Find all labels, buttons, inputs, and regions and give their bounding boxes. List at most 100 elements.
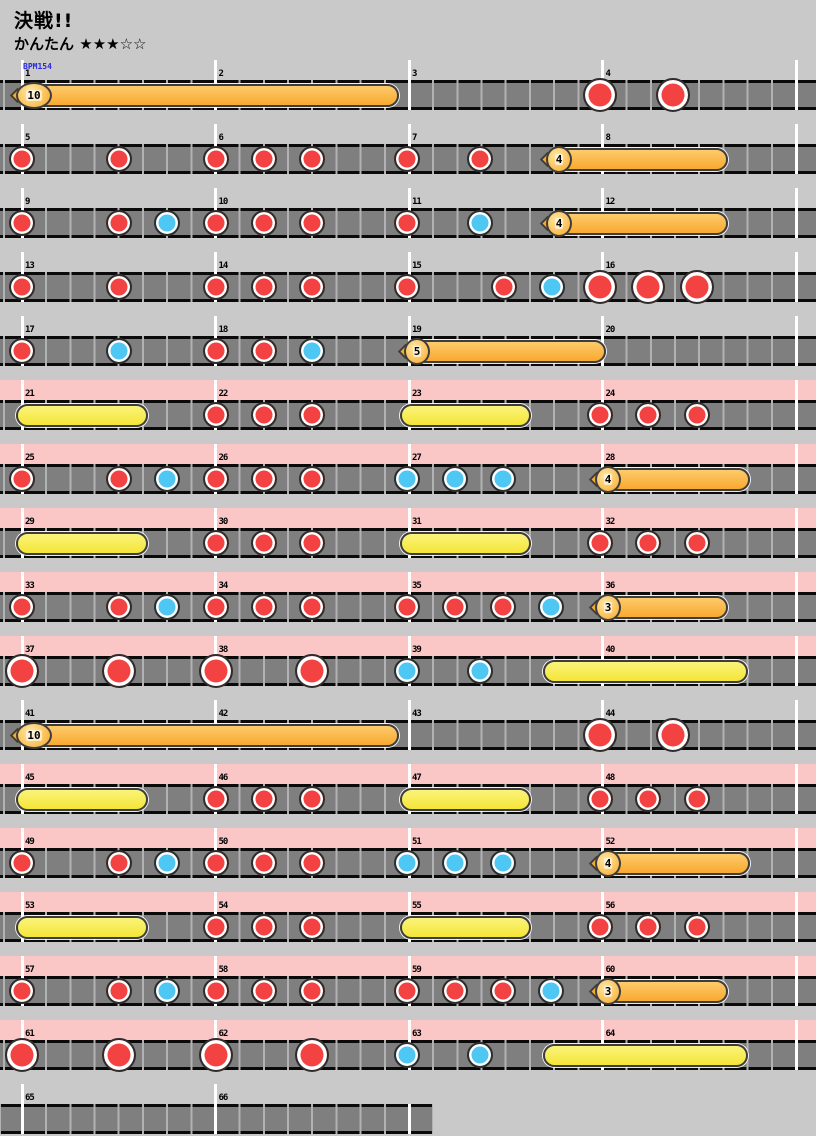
measure-number: 61 <box>25 1029 35 1039</box>
don-note <box>251 146 277 172</box>
don-note <box>251 914 277 940</box>
measure-number: 43 <box>412 709 422 719</box>
measure-number: 29 <box>25 517 35 527</box>
don-note <box>251 338 277 364</box>
measure-number: 37 <box>25 645 35 655</box>
balloon-count: 4 <box>554 216 564 230</box>
measure-line <box>407 60 411 110</box>
measure-number: 23 <box>412 389 422 399</box>
don-note <box>394 210 420 236</box>
drumroll-note <box>400 531 531 555</box>
don-note <box>203 274 229 300</box>
measure-number: 9 <box>25 197 31 207</box>
measure-number: 15 <box>412 261 422 271</box>
ka-note <box>538 594 564 620</box>
don-note <box>106 146 132 172</box>
don-note <box>9 210 35 236</box>
measure-number: 38 <box>218 645 229 655</box>
don-note <box>9 146 35 172</box>
measure-line <box>20 1084 24 1134</box>
ka-note <box>106 338 132 364</box>
row-end-line <box>794 124 798 174</box>
measure-number: 12 <box>605 197 616 207</box>
big-don-note <box>5 654 39 688</box>
don-note <box>299 978 325 1004</box>
row-end-line <box>794 892 798 942</box>
don-note <box>299 530 325 556</box>
don-note <box>203 850 229 876</box>
don-note <box>299 786 325 812</box>
big-don-note <box>656 718 690 752</box>
don-note <box>106 594 132 620</box>
measure-number: 59 <box>412 965 422 975</box>
measure-number: 22 <box>218 389 229 399</box>
big-don-note <box>583 270 617 304</box>
ka-note <box>467 210 493 236</box>
balloon-count: 10 <box>26 728 42 742</box>
measure-number: 46 <box>218 773 229 783</box>
measure-number: 65 <box>25 1093 35 1103</box>
measure-number: 57 <box>25 965 35 975</box>
measure-number: 48 <box>605 773 616 783</box>
ka-note <box>467 1042 493 1068</box>
measure-number: 39 <box>412 645 422 655</box>
bar-line <box>407 1104 411 1134</box>
row-end-line <box>794 572 798 622</box>
measure-number: 47 <box>412 773 422 783</box>
row-end-line <box>794 764 798 814</box>
balloon-count: 3 <box>603 984 613 998</box>
don-note <box>490 594 516 620</box>
balloon-count: 5 <box>412 344 422 358</box>
measure-number: 30 <box>218 517 229 527</box>
don-note <box>394 146 420 172</box>
measure-number: 50 <box>218 837 229 847</box>
big-don-note <box>5 1038 39 1072</box>
don-note <box>251 210 277 236</box>
measure-number: 32 <box>605 517 616 527</box>
row-end-line <box>794 636 798 686</box>
ka-note <box>154 210 180 236</box>
measure-number: 62 <box>218 1029 229 1039</box>
row-end-line <box>794 508 798 558</box>
row-end-line <box>794 828 798 878</box>
don-note <box>684 530 710 556</box>
measure-number: 21 <box>25 389 35 399</box>
measure-number: 19 <box>412 325 422 335</box>
don-note <box>394 274 420 300</box>
balloon-note: 10 <box>16 721 52 749</box>
measure-number: 8 <box>605 133 612 143</box>
ka-note <box>538 978 564 1004</box>
measure-number: 44 <box>605 709 616 719</box>
big-don-note <box>583 718 617 752</box>
measure-line <box>601 316 604 366</box>
row-end-line <box>794 252 798 302</box>
don-note <box>299 850 325 876</box>
don-note <box>299 402 325 428</box>
don-note <box>203 402 229 428</box>
don-note <box>9 338 35 364</box>
big-don-note <box>102 1038 136 1072</box>
don-note <box>203 914 229 940</box>
row-end-line <box>794 188 798 238</box>
measure-number: 6 <box>218 133 225 143</box>
don-note <box>635 530 661 556</box>
big-don-note <box>631 270 665 304</box>
don-note <box>106 274 132 300</box>
measure-number: 56 <box>605 901 616 911</box>
ka-note <box>490 850 516 876</box>
don-note <box>299 146 325 172</box>
measure-number: 5 <box>25 133 31 143</box>
don-note <box>299 466 325 492</box>
don-note <box>299 594 325 620</box>
measure-number: 63 <box>412 1029 422 1039</box>
big-don-note <box>199 654 233 688</box>
don-note <box>251 786 277 812</box>
don-note <box>251 274 277 300</box>
don-note <box>467 146 493 172</box>
difficulty-stars: ★★★☆☆ <box>79 35 147 53</box>
balloon-count: 4 <box>603 472 613 486</box>
balloon-roll <box>552 147 728 171</box>
ka-note <box>154 978 180 1004</box>
don-note <box>203 530 229 556</box>
measure-number: 31 <box>412 517 422 527</box>
